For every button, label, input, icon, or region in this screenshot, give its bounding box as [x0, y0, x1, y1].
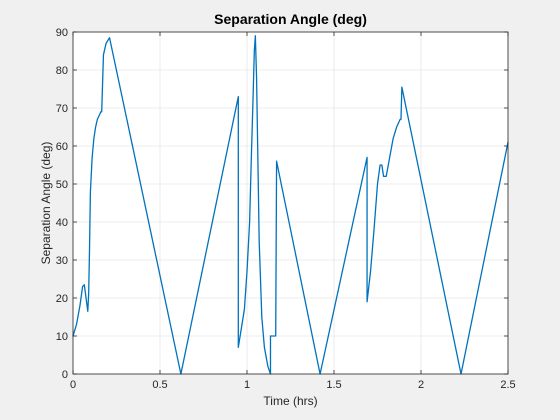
x-tick-label: 2.5: [500, 379, 515, 391]
x-tick-label: 0.5: [152, 379, 167, 391]
y-tick-label: 80: [56, 65, 68, 77]
series-layer: [72, 35, 509, 375]
x-tick-label: 1.5: [326, 379, 341, 391]
plot-frame: [72, 31, 509, 375]
x-tick-label: 1: [244, 379, 250, 391]
y-tick-label: 40: [56, 217, 68, 229]
y-tick-label: 50: [56, 179, 68, 191]
x-tick-label: 2: [418, 379, 424, 391]
plot-area: [73, 32, 508, 374]
x-axis-label: Time (hrs): [263, 394, 317, 408]
y-tick-label: 30: [56, 255, 68, 267]
y-tick-label: 90: [56, 27, 68, 39]
x-tick-label: 0: [70, 379, 76, 391]
y-tick-label: 60: [56, 141, 68, 153]
series-line: [72, 35, 509, 375]
axis-tick-labels: 0 0.5 1 1.5 2 2.5 0 10 20 30 40 50 60 70 80 90: [56, 27, 516, 391]
y-tick-label: 0: [62, 369, 68, 381]
y-tick-label: 10: [56, 331, 68, 343]
y-tick-label: 70: [56, 103, 68, 115]
y-axis-label: Separation Angle (deg): [39, 142, 53, 265]
chart-title: Separation Angle (deg): [214, 11, 367, 27]
y-tick-label: 20: [56, 293, 68, 305]
axis-ticks: [72, 31, 509, 375]
grid-lines: [72, 31, 509, 375]
